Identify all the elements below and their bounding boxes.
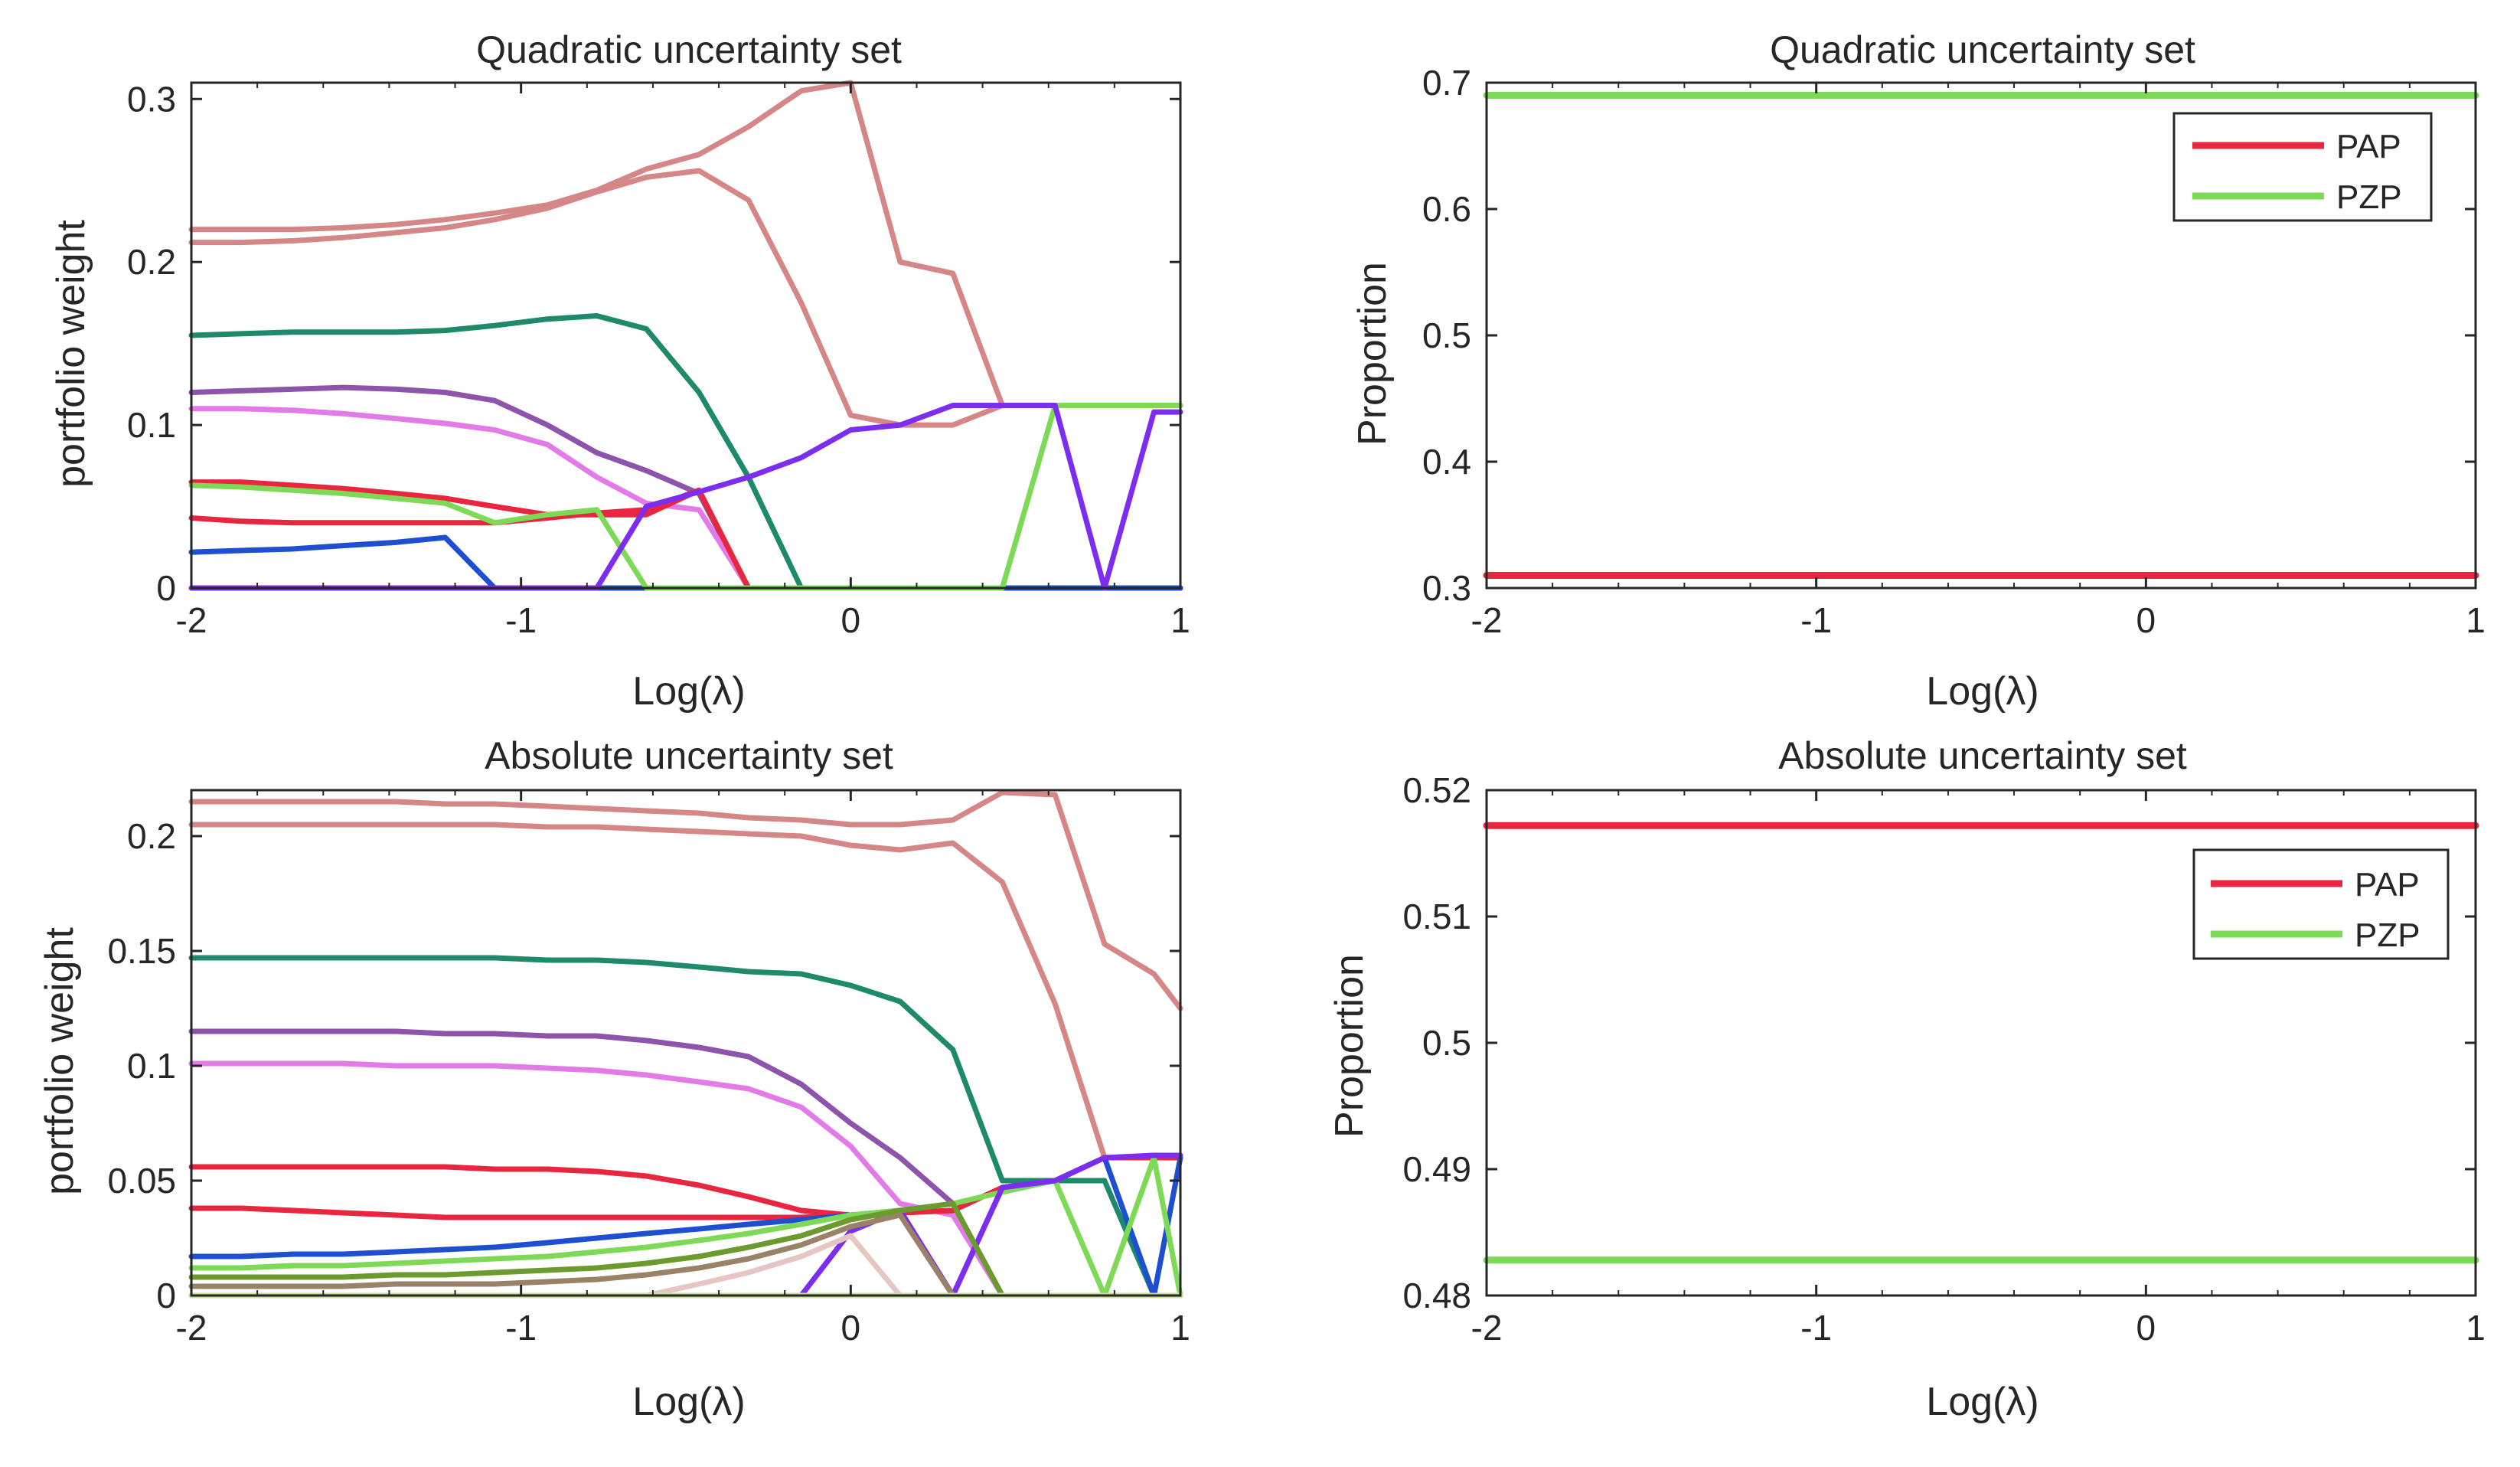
x-tick-label: -1 [1800,1308,1832,1348]
x-tick-label: 1 [1170,1308,1190,1348]
y-tick-label: 0.1 [127,1046,176,1086]
y-tick-label: 0.3 [127,79,176,119]
plot-area [191,83,1180,588]
y-tick-label: 0.2 [127,242,176,282]
x-tick-label: 1 [2466,600,2486,640]
x-axis-label: Log(λ) [1926,669,2039,714]
panel-quadratic-weights: Quadratic uncertainty set Log(λ) portfol… [49,28,1190,714]
legend: PAP PZP [2192,848,2450,960]
y-axis-label: Proportion [1350,262,1395,446]
y-tick-label: 0.4 [1422,442,1471,482]
y-tick-label: 0.51 [1402,897,1471,936]
x-tick-label: 1 [1170,600,1190,640]
y-tick-label: 0 [156,568,176,608]
axes-box [190,789,1182,1297]
panel-absolute-proportion: Absolute uncertainty set Log(λ) Proporti… [1327,734,2486,1424]
y-tick-label: 0.52 [1402,770,1471,810]
legend-label-pap: PAP [2355,866,2420,903]
panel-absolute-weights: Absolute uncertainty set Log(λ) portfoli… [38,734,1190,1424]
chart-title: Absolute uncertainty set [1778,734,2187,777]
y-tick-label: 0.49 [1402,1149,1471,1189]
x-tick-label: -2 [176,1308,207,1348]
y-tick-label: 0.2 [127,816,176,856]
x-axis-label: Log(λ) [632,1380,745,1424]
legend-label-pzp: PZP [2336,178,2402,216]
x-axis-label: Log(λ) [632,669,745,714]
y-axis-label: portfolio weight [49,220,93,488]
x-tick-label: -1 [1800,600,1832,640]
y-tick-label: 0.3 [1422,568,1471,608]
y-tick-label: 0.5 [1422,315,1471,355]
y-tick-label: 0.05 [107,1161,176,1201]
x-tick-label: 0 [841,1308,861,1348]
x-tick-label: 1 [2466,1308,2486,1348]
legend-label-pap: PAP [2336,128,2401,165]
legend: PAP PZP [2172,112,2433,222]
y-tick-label: 0.5 [1422,1023,1471,1063]
y-axis-label: Proportion [1327,954,1372,1138]
axes-box [190,81,1182,590]
y-tick-label: 0.6 [1422,189,1471,229]
y-tick-label: 0.1 [127,405,176,445]
series-line-w1 [188,789,1183,1011]
panel-quadratic-proportion: Quadratic uncertainty set Log(λ) Proport… [1350,28,2486,714]
chart-title: Quadratic uncertainty set [1770,28,2195,71]
x-tick-label: -2 [1471,1308,1503,1348]
x-tick-label: 0 [2136,1308,2156,1348]
y-tick-label: 0.7 [1422,63,1471,103]
x-tick-label: -2 [176,600,207,640]
x-tick-label: 0 [841,600,861,640]
y-tick-label: 0.48 [1402,1276,1471,1315]
y-tick-label: 0 [156,1276,176,1315]
x-tick-label: -1 [505,1308,537,1348]
x-axis-label: Log(λ) [1926,1380,2039,1424]
y-axis-label: portfolio weight [38,927,82,1195]
y-tick-label: 0.15 [107,931,176,971]
legend-label-pzp: PZP [2355,916,2420,954]
legend-box [2172,112,2433,222]
series-line-w2 [188,822,1183,1161]
x-tick-label: 0 [2136,600,2156,640]
legend-box [2192,848,2450,960]
chart-title: Absolute uncertainty set [485,734,893,777]
chart-title: Quadratic uncertainty set [476,28,902,71]
x-tick-label: -1 [505,600,537,640]
x-tick-label: -2 [1471,600,1503,640]
